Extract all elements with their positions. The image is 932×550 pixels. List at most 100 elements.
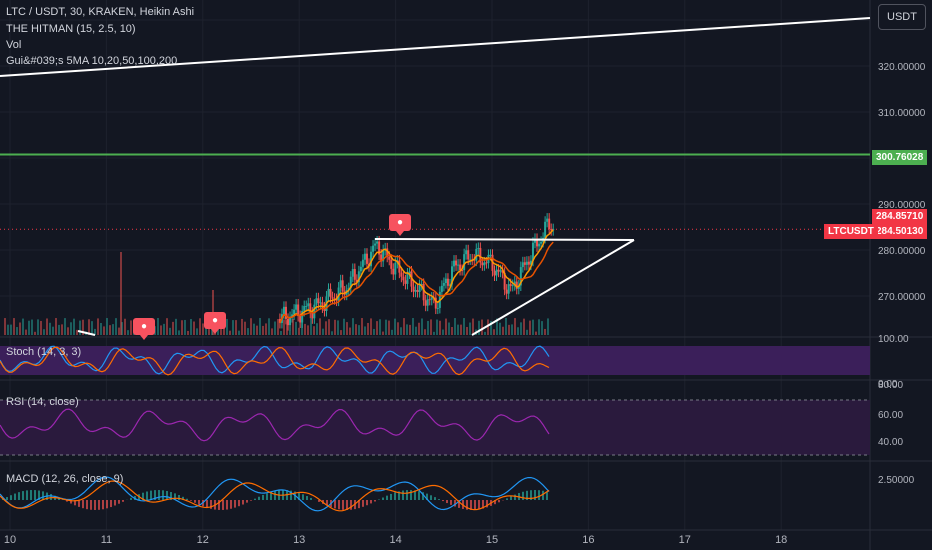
- volume-bar: [274, 321, 276, 335]
- macd-histogram-bar: [38, 490, 40, 500]
- macd-histogram-bar: [382, 497, 384, 500]
- volume-bar: [40, 320, 42, 335]
- symbol-legend[interactable]: LTC / USDT, 30, KRAKEN, Heikin Ashi: [6, 6, 195, 18]
- volume-bar: [517, 327, 519, 335]
- candle-body: [321, 302, 324, 308]
- candle-body: [461, 269, 464, 271]
- macd-histogram-bar: [150, 490, 152, 500]
- volume-bar: [226, 318, 228, 335]
- candle-body: [337, 287, 340, 301]
- volume-bar: [445, 318, 447, 335]
- volume-bar: [292, 318, 294, 335]
- macd-histogram-bar: [90, 500, 92, 510]
- stoch-pane-label[interactable]: Stoch (14, 3, 3): [6, 346, 82, 358]
- time-tick-label: 16: [582, 534, 594, 546]
- macd-histogram-bar: [438, 499, 440, 500]
- macd-histogram-bar: [194, 500, 196, 503]
- indicator-hitman-legend[interactable]: THE HITMAN (15, 2.5, 10): [6, 23, 136, 35]
- volume-bar: [304, 323, 306, 335]
- volume-bar: [130, 320, 132, 335]
- candle-body: [548, 218, 551, 230]
- candle-body: [398, 260, 401, 273]
- volume-bar: [493, 329, 495, 335]
- macd-histogram-bar: [442, 500, 444, 502]
- candle-body: [538, 243, 541, 247]
- macd-histogram-bar: [306, 496, 308, 500]
- indicator-volume-legend[interactable]: Vol: [6, 39, 22, 51]
- volume-bar: [43, 329, 45, 335]
- volume-bar: [94, 328, 96, 335]
- candle-body: [527, 261, 530, 265]
- volume-bar: [175, 318, 177, 335]
- macd-histogram-bar: [86, 500, 88, 510]
- candle-body: [365, 253, 368, 264]
- macd-histogram-bar: [14, 493, 16, 500]
- volume-bar: [73, 318, 75, 335]
- candle-body: [359, 266, 362, 272]
- green-line-price-tag: 300.76028: [872, 150, 928, 165]
- candle-body: [485, 262, 488, 264]
- volume-bar: [325, 321, 327, 335]
- volume-bar: [76, 329, 78, 335]
- volume-bar: [232, 320, 234, 335]
- macd-histogram-bar: [66, 500, 68, 502]
- rsi-pane-label[interactable]: RSI (14, close): [6, 396, 79, 408]
- macd-histogram-bar: [538, 490, 540, 500]
- volume-bar: [433, 331, 435, 335]
- candle-body: [448, 284, 451, 286]
- volume-bar: [241, 318, 243, 335]
- macd-histogram-bar: [122, 500, 124, 502]
- macd-histogram-bar: [94, 500, 96, 510]
- candle-body: [317, 298, 320, 304]
- bear-signal-icon: ●: [204, 312, 226, 334]
- volume-bar: [52, 326, 54, 335]
- candle-body: [400, 272, 403, 277]
- macd-histogram-bar: [374, 500, 376, 502]
- macd-histogram-bar: [310, 497, 312, 500]
- stoch-band: [0, 346, 870, 375]
- trendline-fragment: [77, 330, 96, 336]
- volume-bar: [442, 329, 444, 335]
- macd-histogram-bar: [290, 490, 292, 500]
- volume-bar: [79, 320, 81, 335]
- volume-bar: [31, 319, 33, 335]
- volume-bar: [205, 325, 207, 335]
- macd-histogram-bar: [394, 492, 396, 500]
- volume-bar: [229, 330, 231, 335]
- volume-bar: [106, 318, 108, 335]
- volume-bar: [88, 319, 90, 335]
- macd-histogram-bar: [130, 497, 132, 500]
- candle-body: [513, 281, 516, 286]
- candle-body: [483, 262, 486, 266]
- volume-bar: [430, 319, 432, 335]
- macd-histogram-bar: [82, 500, 84, 509]
- candle-body: [282, 306, 285, 315]
- macd-histogram-bar: [222, 500, 224, 510]
- volume-bar: [352, 318, 354, 335]
- candle-body: [475, 248, 478, 261]
- candle-body: [457, 264, 460, 266]
- indicator-ma-legend[interactable]: Gui&#039;s 5MA 10,20,50,100,200: [6, 55, 178, 67]
- candle-body: [481, 262, 484, 266]
- macd-histogram-bar: [50, 494, 52, 500]
- currency-selector-button[interactable]: USDT: [878, 4, 926, 30]
- macd-histogram-bar: [262, 494, 264, 500]
- volume-bar: [544, 328, 546, 335]
- macd-histogram-bar: [534, 490, 536, 500]
- candle-body: [531, 242, 534, 261]
- volume-bar: [502, 326, 504, 335]
- macd-histogram-bar: [230, 500, 232, 509]
- volume-bar: [514, 318, 516, 335]
- volume-bar: [511, 324, 513, 335]
- time-tick-label: 11: [101, 534, 112, 546]
- macd-histogram-bar: [458, 500, 460, 508]
- volume-bar: [478, 320, 480, 335]
- macd-histogram-bar: [158, 490, 160, 500]
- volume-bar: [196, 328, 198, 335]
- macd-pane-label[interactable]: MACD (12, 26, close, 9): [6, 473, 124, 485]
- volume-bar: [313, 326, 315, 335]
- volume-bar: [391, 329, 393, 335]
- volume-bar: [337, 320, 339, 335]
